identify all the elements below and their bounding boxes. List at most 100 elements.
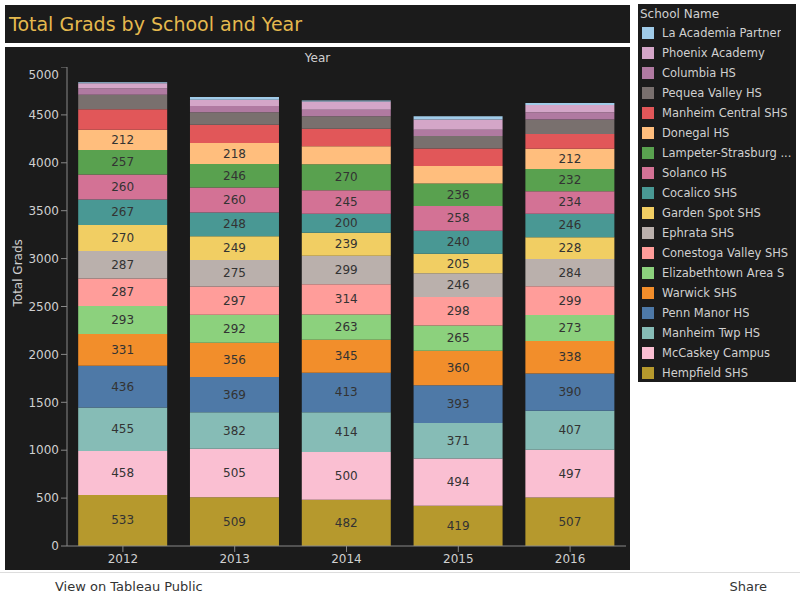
html-text:La Academia Partner: La Academia Partner — [662, 26, 782, 40]
svg-text:212: 212 — [558, 152, 581, 166]
svg-text:263: 263 — [335, 320, 358, 334]
svg-text:200: 200 — [335, 216, 358, 230]
html-text:Manheim Central SHS: Manheim Central SHS — [662, 106, 788, 120]
html-text:Penn Manor HS: Penn Manor HS — [662, 306, 750, 320]
svg-text:246: 246 — [447, 278, 470, 292]
svg-text:2016: 2016 — [555, 552, 586, 566]
svg-text:299: 299 — [335, 263, 358, 277]
svg-text:297: 297 — [223, 294, 246, 308]
svg-text:338: 338 — [558, 350, 581, 364]
svg-text:414: 414 — [335, 425, 358, 439]
svg-text:1000: 1000 — [28, 443, 59, 457]
svg-text:5000: 5000 — [28, 68, 59, 82]
svg-text:275: 275 — [223, 266, 246, 280]
svg-text:360: 360 — [447, 361, 470, 375]
svg-text:482: 482 — [335, 516, 358, 530]
svg-text:497: 497 — [558, 467, 581, 481]
svg-text:500: 500 — [335, 469, 358, 483]
svg-text:2500: 2500 — [28, 300, 59, 314]
svg-text:292: 292 — [223, 322, 246, 336]
svg-text:494: 494 — [447, 475, 470, 489]
svg-text:Total Grads: Total Grads — [11, 239, 25, 307]
svg-text:455: 455 — [111, 422, 134, 436]
svg-text:298: 298 — [447, 304, 470, 318]
svg-text:500: 500 — [36, 491, 59, 505]
svg-text:228: 228 — [558, 241, 581, 255]
svg-text:3500: 3500 — [28, 204, 59, 218]
svg-text:273: 273 — [558, 321, 581, 335]
svg-text:240: 240 — [447, 235, 470, 249]
html-text:Warwick SHS: Warwick SHS — [662, 286, 737, 300]
svg-text:234: 234 — [558, 195, 581, 209]
html-text:Solanco HS: Solanco HS — [662, 166, 727, 180]
svg-text:369: 369 — [223, 388, 246, 402]
html-text:Share: Share — [729, 579, 767, 594]
html-text:Pequea Valley HS: Pequea Valley HS — [662, 86, 762, 100]
svg-text:371: 371 — [447, 434, 470, 448]
svg-text:287: 287 — [111, 285, 134, 299]
html-text:Year: Year — [304, 51, 331, 65]
html-text:Phoenix Academy: Phoenix Academy — [662, 46, 765, 60]
svg-text:270: 270 — [111, 231, 134, 245]
svg-text:265: 265 — [447, 331, 470, 345]
svg-text:458: 458 — [111, 466, 134, 480]
svg-text:267: 267 — [111, 205, 134, 219]
html-text:Total Grads by School and Year: Total Grads by School and Year — [9, 13, 303, 35]
svg-text:212: 212 — [111, 133, 134, 147]
svg-text:260: 260 — [111, 180, 134, 194]
html-text:Cocalico SHS: Cocalico SHS — [662, 186, 738, 200]
html-text:View on Tableau Public: View on Tableau Public — [55, 579, 203, 594]
html-text:Elizabethtown Area S: Elizabethtown Area S — [662, 266, 785, 280]
svg-text:2015: 2015 — [443, 552, 474, 566]
svg-text:331: 331 — [111, 343, 134, 357]
svg-text:2014: 2014 — [331, 552, 362, 566]
svg-text:248: 248 — [223, 217, 246, 231]
svg-text:3000: 3000 — [28, 252, 59, 266]
svg-text:258: 258 — [447, 211, 470, 225]
svg-text:0: 0 — [51, 539, 59, 553]
svg-text:419: 419 — [447, 519, 470, 533]
html-text:Donegal HS: Donegal HS — [662, 126, 730, 140]
svg-text:2000: 2000 — [28, 348, 59, 362]
svg-text:2012: 2012 — [108, 552, 139, 566]
svg-text:509: 509 — [223, 515, 246, 529]
html-text:School Name: School Name — [640, 7, 720, 21]
svg-text:287: 287 — [111, 258, 134, 272]
svg-text:246: 246 — [223, 169, 246, 183]
svg-text:218: 218 — [223, 147, 246, 161]
svg-text:270: 270 — [335, 170, 358, 184]
svg-text:314: 314 — [335, 292, 358, 306]
svg-text:356: 356 — [223, 353, 246, 367]
html-text:Conestoga Valley SHS: Conestoga Valley SHS — [662, 246, 789, 260]
svg-text:236: 236 — [447, 188, 470, 202]
svg-text:345: 345 — [335, 349, 358, 363]
svg-text:249: 249 — [223, 241, 246, 255]
svg-text:413: 413 — [335, 385, 358, 399]
svg-text:260: 260 — [223, 193, 246, 207]
html-text:Ephrata SHS: Ephrata SHS — [662, 226, 735, 240]
svg-text:4000: 4000 — [28, 156, 59, 170]
svg-text:4500: 4500 — [28, 108, 59, 122]
svg-text:382: 382 — [223, 424, 246, 438]
svg-text:507: 507 — [558, 515, 581, 529]
svg-text:232: 232 — [558, 173, 581, 187]
html-text:Lampeter-Strasburg ...: Lampeter-Strasburg ... — [662, 146, 792, 160]
svg-text:2013: 2013 — [219, 552, 250, 566]
svg-text:407: 407 — [558, 423, 581, 437]
svg-text:246: 246 — [558, 218, 581, 232]
svg-text:245: 245 — [335, 195, 358, 209]
svg-text:505: 505 — [223, 466, 246, 480]
svg-text:299: 299 — [558, 294, 581, 308]
svg-text:436: 436 — [111, 380, 134, 394]
svg-text:293: 293 — [111, 313, 134, 327]
svg-text:1500: 1500 — [28, 396, 59, 410]
svg-text:284: 284 — [558, 266, 581, 280]
svg-text:257: 257 — [111, 155, 134, 169]
svg-text:533: 533 — [111, 513, 134, 527]
svg-text:205: 205 — [447, 257, 470, 271]
html-text:Columbia HS: Columbia HS — [662, 66, 736, 80]
svg-text:390: 390 — [558, 385, 581, 399]
svg-text:393: 393 — [447, 397, 470, 411]
svg-text:239: 239 — [335, 237, 358, 251]
html-text:Garden Spot SHS: Garden Spot SHS — [662, 206, 761, 220]
